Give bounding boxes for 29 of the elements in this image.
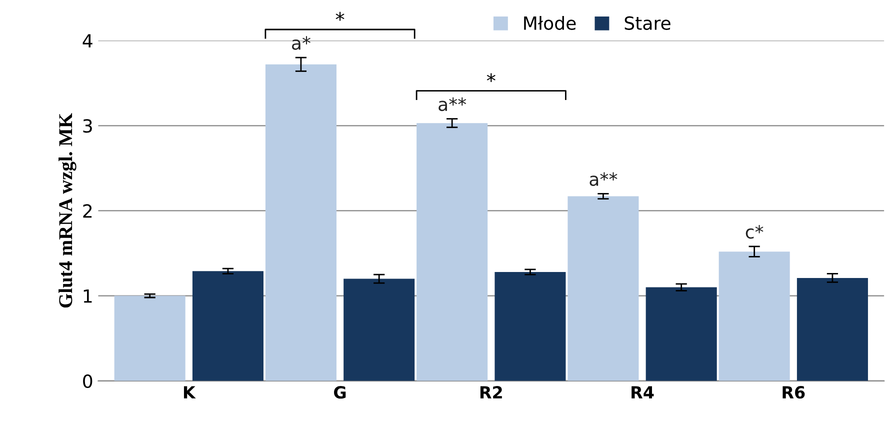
legend-label: Młode (524, 16, 576, 30)
data-label: c* (746, 225, 764, 239)
y-tick-label: 1 (84, 290, 92, 303)
bar (344, 278, 415, 381)
data-label: a** (590, 172, 618, 186)
bar (494, 272, 566, 381)
bar (796, 278, 868, 381)
bar (192, 271, 264, 381)
y-tick-label: 4 (82, 34, 92, 48)
x-tick-label: R6 (782, 386, 805, 399)
bar (114, 296, 186, 381)
bar (265, 64, 336, 381)
bar (416, 123, 488, 381)
y-tick-label: 0 (83, 374, 92, 388)
annotation: * (336, 12, 344, 21)
bar (718, 252, 790, 381)
data-label: a* (292, 36, 310, 50)
x-tick-label: K (184, 386, 196, 398)
y-axis-title: Glut4 mRNA wzgl. MK (58, 113, 76, 308)
annotation: * (486, 73, 496, 82)
bar (646, 287, 717, 381)
x-tick-label: R4 (632, 386, 654, 398)
data-label: a** (438, 97, 466, 112)
y-tick-label: 2 (83, 204, 92, 218)
x-tick-label: G (334, 386, 346, 399)
x-tick-label: R2 (480, 386, 502, 398)
y-tick-label: 3 (83, 119, 92, 133)
legend-label: Stare (624, 16, 670, 30)
bar (568, 196, 639, 381)
